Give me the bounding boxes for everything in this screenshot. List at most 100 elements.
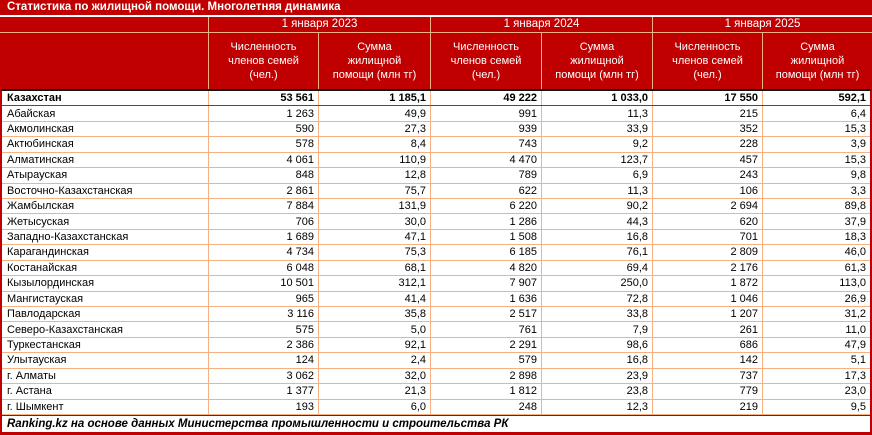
value-cell: 35,8 (318, 307, 430, 322)
subheader-count-2025: Численность членов семей (чел.) (652, 33, 762, 89)
region-cell: г. Астана (7, 385, 52, 398)
table-row: Акмолинская 590 27,3 939 33,9 352 15,3 (2, 121, 870, 138)
value-cell: 113,0 (762, 276, 870, 291)
value-cell: 761 (430, 322, 541, 337)
subheader-count-2023: Численность членов семей (чел.) (208, 33, 318, 89)
value-cell: 53 561 (208, 91, 318, 106)
region-cell: Карагандинская (7, 246, 89, 259)
value-cell: 142 (652, 353, 762, 368)
value-cell: 11,3 (541, 183, 652, 198)
value-cell: 16,8 (541, 229, 652, 245)
value-cell: 2 898 (430, 368, 541, 384)
value-cell: 44,3 (541, 214, 652, 229)
value-cell: 939 (430, 121, 541, 137)
value-cell: 75,3 (318, 245, 430, 260)
value-cell: 575 (208, 322, 318, 337)
table-row: Атырауская 848 12,8 789 6,9 243 9,8 (2, 168, 870, 184)
value-cell: 312,1 (318, 276, 430, 291)
year-header-2023: 1 января 2023 (208, 17, 430, 33)
value-cell: 789 (430, 168, 541, 183)
value-cell: 2 861 (208, 183, 318, 198)
value-cell: 250,0 (541, 276, 652, 291)
value-cell: 6 185 (430, 245, 541, 260)
table-row: г. Шымкент 193 6,0 248 12,3 219 9,5 (2, 399, 870, 415)
value-cell: 1 872 (652, 276, 762, 291)
value-cell: 47,1 (318, 229, 430, 245)
value-cell: 352 (652, 121, 762, 137)
value-cell: 4 820 (430, 260, 541, 276)
value-cell: 47,9 (762, 337, 870, 353)
value-cell: 592,1 (762, 91, 870, 106)
value-cell: 579 (430, 353, 541, 368)
value-cell: 110,9 (318, 152, 430, 168)
value-cell: 686 (652, 337, 762, 353)
table-row: Актюбинская 578 8,4 743 9,2 228 3,9 (2, 137, 870, 153)
value-cell: 2 517 (430, 307, 541, 322)
region-cell: Восточно-Казахстанская (7, 184, 133, 197)
table-row: г. Алматы 3 062 32,0 2 898 23,9 737 17,3 (2, 368, 870, 385)
value-cell: 1 046 (652, 291, 762, 306)
value-cell: 90,2 (541, 199, 652, 214)
value-cell: 6 220 (430, 199, 541, 214)
value-cell: 261 (652, 322, 762, 337)
sub-header-row: Численность членов семей (чел.) Сумма жи… (0, 33, 872, 89)
region-cell: Мангистауская (7, 292, 84, 305)
table-row: Жамбылская 7 884 131,9 6 220 90,2 2 694 89,8 (2, 199, 870, 215)
value-cell: 30,0 (318, 214, 430, 229)
value-cell: 17,3 (762, 368, 870, 384)
table-row: Улытауская 124 2,4 579 16,8 142 5,1 (2, 353, 870, 369)
region-cell: Западно-Казахстанская (7, 231, 129, 244)
region-cell: Кызылординская (7, 277, 95, 290)
region-column-header (0, 17, 208, 33)
value-cell: 37,9 (762, 214, 870, 229)
value-cell: 131,9 (318, 199, 430, 214)
value-cell: 16,8 (541, 353, 652, 368)
value-cell: 4 470 (430, 152, 541, 168)
value-cell: 193 (208, 399, 318, 414)
value-cell: 779 (652, 384, 762, 399)
table-row: Карагандинская 4 734 75,3 6 185 76,1 2 809 46,… (2, 245, 870, 261)
region-cell: Жетысуская (7, 215, 70, 228)
value-cell: 27,3 (318, 121, 430, 137)
region-cell: Алматинская (7, 153, 75, 166)
value-cell: 2,4 (318, 353, 430, 368)
value-cell: 72,8 (541, 291, 652, 306)
region-cell: Улытауская (7, 354, 67, 367)
value-cell: 2 694 (652, 199, 762, 214)
value-cell: 701 (652, 229, 762, 245)
value-cell: 89,8 (762, 199, 870, 214)
table-row: Северо-Казахстанская 575 5,0 761 7,9 261 11,0 (2, 322, 870, 338)
value-cell: 2 386 (208, 337, 318, 353)
value-cell: 9,5 (762, 399, 870, 414)
value-cell: 6,9 (541, 168, 652, 183)
value-cell: 124 (208, 353, 318, 368)
value-cell: 41,4 (318, 291, 430, 306)
value-cell: 33,9 (541, 121, 652, 137)
region-cell: г. Алматы (7, 369, 56, 382)
table-row: Кызылординская 10 501 312,1 7 907 250,0 1 872… (2, 276, 870, 292)
value-cell: 18,3 (762, 229, 870, 245)
table-row: г. Астана 1 377 21,3 1 812 23,8 779 23,0 (2, 384, 870, 400)
value-cell: 248 (430, 399, 541, 414)
value-cell: 23,8 (541, 384, 652, 399)
year-header-2025: 1 января 2025 (652, 17, 872, 33)
value-cell: 92,1 (318, 337, 430, 353)
value-cell: 23,0 (762, 384, 870, 399)
value-cell: 3,3 (762, 183, 870, 198)
value-cell: 6,4 (762, 106, 870, 121)
value-cell: 1 033,0 (541, 91, 652, 106)
region-cell: Жамбылская (7, 200, 75, 213)
value-cell: 33,8 (541, 307, 652, 322)
value-cell: 10 501 (208, 276, 318, 291)
table-row-total: Казахстан 53 561 1 185,1 49 222 1 033,0 17 55… (2, 91, 870, 107)
value-cell: 2 809 (652, 245, 762, 260)
region-cell: Северо-Казахстанская (7, 323, 123, 336)
value-cell: 2 176 (652, 260, 762, 276)
value-cell: 15,3 (762, 121, 870, 137)
region-cell: Абайская (7, 107, 56, 120)
value-cell: 620 (652, 214, 762, 229)
region-cell: Туркестанская (7, 339, 81, 352)
value-cell: 1 263 (208, 106, 318, 121)
value-cell: 622 (430, 183, 541, 198)
